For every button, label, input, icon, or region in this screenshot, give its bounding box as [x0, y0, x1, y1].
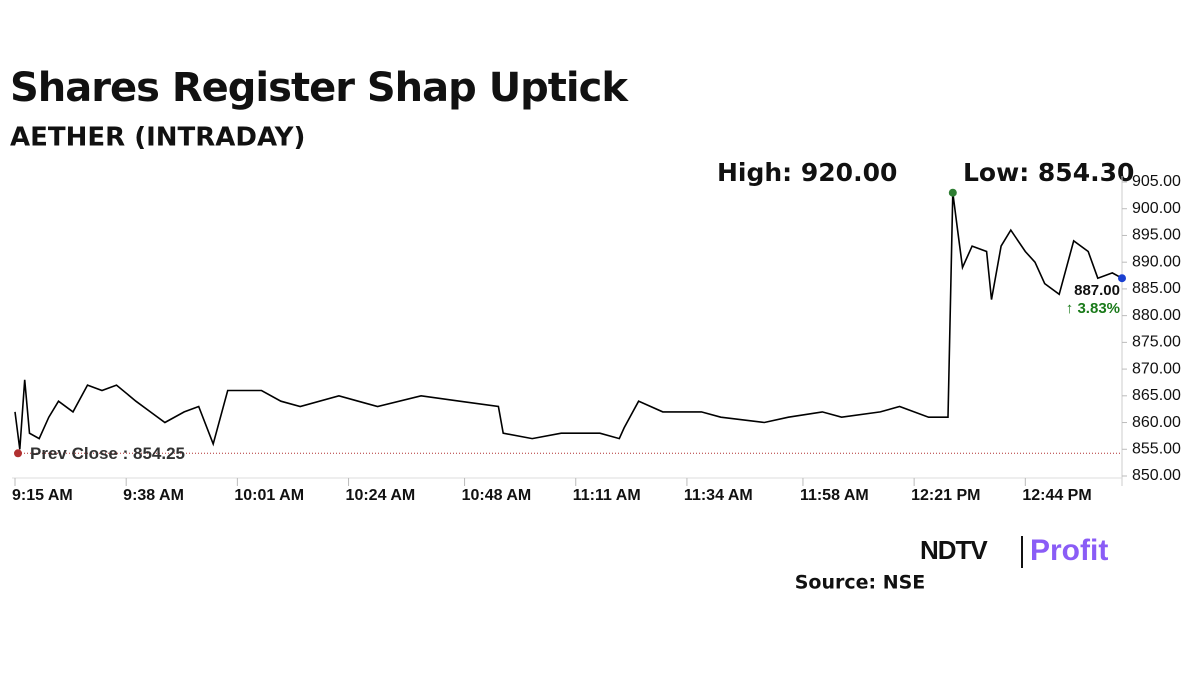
change-label: ↑ 3.83%	[1066, 300, 1120, 317]
y-tick-label: 905.00	[1132, 173, 1181, 190]
y-tick-label: 880.00	[1132, 307, 1181, 324]
y-tick-label: 855.00	[1132, 440, 1181, 457]
source: Source: NSE	[795, 572, 926, 594]
x-tick-label: 11:11 AM	[573, 487, 641, 504]
price-line	[14, 192, 1123, 450]
last-marker	[1118, 274, 1126, 283]
y-tick-label: 895.00	[1132, 227, 1181, 244]
x-tick-label: 9:38 AM	[123, 487, 184, 504]
x-tick-label: 10:24 AM	[346, 487, 416, 504]
high-marker	[948, 188, 957, 197]
low-label: Low: 854.30	[963, 158, 1134, 187]
logo-profit: Profit	[1030, 534, 1108, 567]
x-tick-label: 12:44 PM	[1022, 487, 1091, 504]
x-tick-label: 11:34 AM	[684, 487, 753, 504]
high-label: High: 920.00	[717, 158, 897, 187]
prev-close-label: Prev Close : 854.25	[30, 444, 185, 463]
y-tick-label: 900.00	[1132, 200, 1181, 217]
chart-title: Shares Register Shap Uptick	[10, 65, 629, 111]
y-tick-label: 865.00	[1132, 387, 1181, 404]
x-tick-label: 9:15 AM	[12, 487, 73, 504]
y-tick-label: 850.00	[1132, 467, 1181, 484]
x-tick-label: 10:48 AM	[462, 487, 532, 504]
chart-subtitle: AETHER (INTRADAY)	[10, 123, 305, 153]
y-tick-label: 860.00	[1132, 414, 1181, 431]
logo-ndtv: NDTV	[920, 535, 988, 565]
x-tick-label: 10:01 AM	[234, 487, 304, 504]
y-tick-label: 875.00	[1132, 334, 1181, 351]
y-tick-label: 890.00	[1132, 253, 1181, 270]
last-value-label: 887.00	[1074, 282, 1120, 299]
x-tick-label: 11:58 AM	[800, 487, 869, 504]
y-tick-label: 870.00	[1132, 360, 1181, 377]
logo: NDTV Profit	[920, 534, 1108, 568]
y-tick-label: 885.00	[1132, 280, 1181, 297]
prev-close-marker	[14, 449, 22, 458]
x-tick-label: 12:21 PM	[911, 487, 980, 504]
